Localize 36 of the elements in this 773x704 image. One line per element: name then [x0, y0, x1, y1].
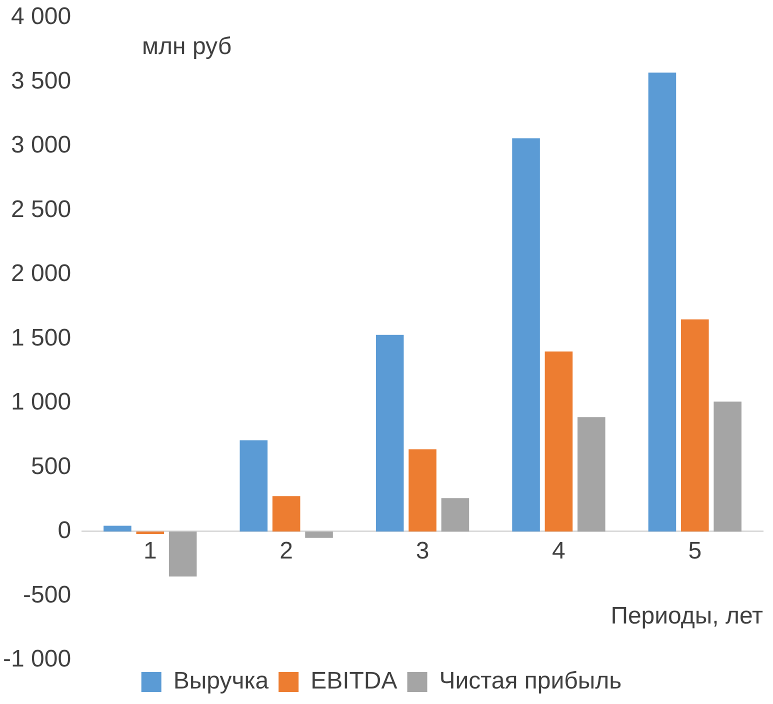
bar [648, 72, 676, 532]
x-tick-label: 3 [416, 538, 430, 565]
bar [376, 334, 404, 532]
y-tick-label: 500 [31, 452, 72, 480]
y-tick-label: 3 000 [10, 132, 72, 159]
y-axis-title: млн руб [142, 33, 232, 60]
bar [104, 526, 132, 532]
legend-label: EBITDA [310, 668, 398, 695]
bar [408, 449, 436, 532]
y-tick-label: 4 000 [10, 3, 72, 30]
bar [168, 531, 197, 576]
y-tick-label: 2 500 [10, 196, 72, 223]
x-tick-label: 1 [143, 538, 157, 565]
y-tick-label: 1 500 [10, 324, 72, 352]
bar [512, 138, 540, 532]
bar [441, 498, 470, 532]
bar [681, 319, 709, 532]
bar [136, 531, 164, 534]
bar [544, 352, 573, 532]
y-tick-label: 3 500 [10, 67, 72, 94]
y-tick-label: -1 000 [2, 646, 72, 673]
bar [305, 531, 333, 538]
y-tick-label: 2 000 [10, 260, 72, 288]
bar [578, 417, 606, 532]
y-tick-label: 1 000 [10, 388, 72, 416]
x-tick-label: 4 [552, 538, 566, 565]
x-tick-label: 2 [280, 538, 294, 565]
bar [714, 402, 742, 532]
x-tick-label: 5 [688, 538, 702, 565]
y-tick-label: 0 [58, 517, 72, 544]
legend-label: Выручка [173, 668, 270, 695]
x-axis-title: Периоды, лет [610, 602, 764, 630]
y-tick-label: -500 [23, 581, 72, 608]
legend-label: Чистая прибыль [439, 668, 622, 695]
bar [240, 440, 268, 532]
bar [272, 496, 300, 532]
